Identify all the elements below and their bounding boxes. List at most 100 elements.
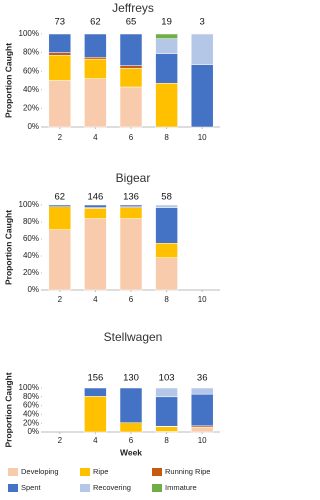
bar-segment xyxy=(119,68,143,88)
bar-segment xyxy=(190,426,214,433)
legend-label: Developing xyxy=(21,467,59,476)
bar-segment xyxy=(155,243,178,258)
bar-segment xyxy=(119,422,143,433)
bar-count: 103 xyxy=(159,373,175,384)
bar-segment xyxy=(84,78,107,128)
x-tick-label: 8 xyxy=(164,133,169,142)
bar-segment xyxy=(155,396,178,427)
bar-segment xyxy=(84,33,107,58)
legend-swatch xyxy=(8,468,18,476)
bar-count: 136 xyxy=(123,192,139,203)
bar-segment xyxy=(84,57,107,60)
panel-title: Stellwagen xyxy=(104,330,163,344)
y-tick-label: 80% xyxy=(23,392,39,401)
legend-label: Spent xyxy=(21,483,42,492)
legend-swatch xyxy=(8,484,18,492)
bar-segment xyxy=(119,86,143,128)
bar-count: 146 xyxy=(87,192,103,203)
y-tick-label: 60% xyxy=(23,66,39,75)
x-tick-label: 6 xyxy=(129,295,134,304)
bar-segment xyxy=(119,65,143,69)
y-tick-label: 20% xyxy=(23,104,39,113)
x-tick-label: 6 xyxy=(129,436,134,445)
bar-segment xyxy=(48,80,72,128)
y-tick-label: 0% xyxy=(27,427,39,436)
bar-segment xyxy=(48,204,72,207)
bar-segment xyxy=(119,218,143,291)
bar-segment xyxy=(155,207,178,244)
bar-segment xyxy=(155,53,178,84)
bar-segment xyxy=(190,33,214,65)
bar-segment xyxy=(84,396,107,433)
x-tick-label: 4 xyxy=(93,436,98,445)
y-tick-label: 80% xyxy=(23,217,39,226)
bar-segment xyxy=(155,426,178,432)
bar-count: 65 xyxy=(126,17,137,28)
bar-segment xyxy=(155,83,178,128)
y-tick-label: 80% xyxy=(23,48,39,57)
bar-segment xyxy=(48,229,72,291)
bar-segment xyxy=(155,387,178,398)
y-tick-label: 100% xyxy=(19,29,39,38)
bar-segment xyxy=(119,33,143,66)
y-tick-label: 40% xyxy=(23,410,39,419)
bar-segment xyxy=(190,393,214,427)
y-axis-label: Proportion Caught xyxy=(3,372,13,447)
bar-segment xyxy=(155,204,178,208)
legend-label: Ripe xyxy=(93,467,108,476)
bar-segment xyxy=(48,206,72,230)
bar-count: 130 xyxy=(123,373,139,384)
panel-title: Bigear xyxy=(116,171,151,185)
bar-count: 73 xyxy=(55,17,66,28)
bar-count: 36 xyxy=(197,373,208,384)
bar-segment xyxy=(190,387,214,395)
legend-label: Running Ripe xyxy=(165,467,210,476)
y-tick-label: 100% xyxy=(19,200,39,209)
legend-label: Recovering xyxy=(93,483,131,492)
x-tick-label: 4 xyxy=(93,133,98,142)
y-tick-label: 60% xyxy=(23,401,39,410)
bar-count: 3 xyxy=(200,17,205,28)
y-tick-label: 20% xyxy=(23,418,39,427)
panel-title: Jeffreys xyxy=(112,1,154,15)
bar-segment xyxy=(84,218,107,291)
bar-count: 156 xyxy=(87,373,103,384)
y-tick-label: 40% xyxy=(23,85,39,94)
x-tick-label: 2 xyxy=(58,295,63,304)
bar-segment xyxy=(48,33,72,53)
legend-swatch xyxy=(80,484,90,492)
bar-segment xyxy=(48,55,72,81)
bar-segment xyxy=(190,64,214,128)
y-tick-label: 100% xyxy=(19,383,39,392)
x-tick-label: 10 xyxy=(198,436,207,445)
bar-segment xyxy=(84,208,107,219)
x-tick-label: 2 xyxy=(58,436,63,445)
y-tick-label: 0% xyxy=(27,122,39,131)
x-tick-label: 6 xyxy=(129,133,134,142)
x-tick-label: 2 xyxy=(58,133,63,142)
bar-segment xyxy=(119,204,143,207)
bar-segment xyxy=(84,58,107,79)
y-tick-label: 40% xyxy=(23,251,39,260)
bar-segment xyxy=(155,38,178,54)
y-axis-label: Proportion Caught xyxy=(3,210,13,285)
x-tick-label: 10 xyxy=(198,133,207,142)
x-tick-label: 10 xyxy=(198,295,207,304)
bar-segment xyxy=(48,52,72,56)
y-tick-label: 60% xyxy=(23,234,39,243)
bar-count: 19 xyxy=(161,17,172,28)
legend-swatch xyxy=(152,468,162,476)
bar-segment xyxy=(119,387,143,424)
bar-count: 58 xyxy=(161,192,172,203)
x-tick-label: 4 xyxy=(93,295,98,304)
legend-label: Immature xyxy=(165,483,197,492)
bar-count: 62 xyxy=(90,17,101,28)
legend-swatch xyxy=(152,484,162,492)
x-tick-label: 8 xyxy=(164,295,169,304)
legend-swatch xyxy=(80,468,90,476)
x-tick-label: 8 xyxy=(164,436,169,445)
y-axis-label: Proportion Caught xyxy=(3,43,13,118)
bar-segment xyxy=(119,207,143,219)
x-axis-label: Week xyxy=(120,447,142,457)
